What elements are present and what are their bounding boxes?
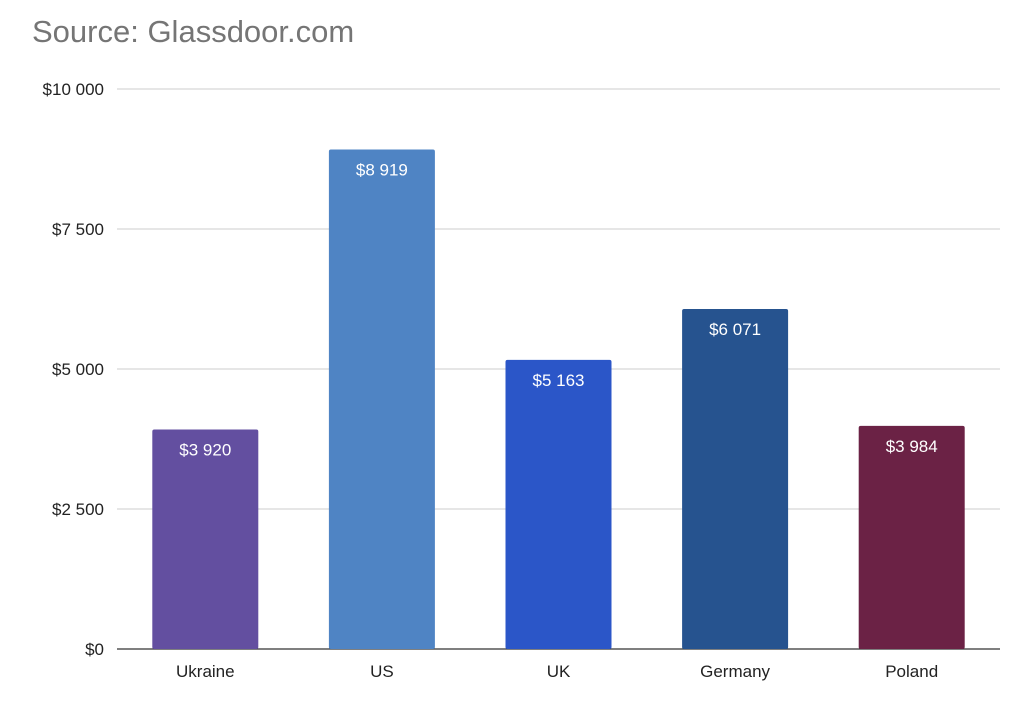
data-label: $8 919 (356, 161, 408, 180)
bar-uk (505, 359, 612, 649)
data-label: $5 163 (533, 371, 585, 390)
x-axis-category-labels: Ukraine US UK Germany Poland (176, 662, 938, 681)
bar-ukraine (152, 429, 259, 649)
x-category-label: US (370, 662, 394, 681)
y-axis-tick-labels: $0 $2 500 $5 000 $7 500 $10 000 (43, 80, 104, 659)
x-category-label: Germany (700, 662, 770, 681)
y-tick-label: $0 (85, 640, 104, 659)
x-category-label: Poland (885, 662, 938, 681)
bar-us (328, 149, 435, 649)
y-tick-label: $7 500 (52, 220, 104, 239)
y-tick-label: $5 000 (52, 360, 104, 379)
x-category-label: Ukraine (176, 662, 235, 681)
y-tick-label: $10 000 (43, 80, 104, 99)
data-label: $3 920 (179, 440, 231, 459)
data-label: $3 984 (886, 437, 938, 456)
bars: $3 920 $8 919 $5 163 $6 071 $3 984 (152, 149, 965, 649)
y-tick-label: $2 500 (52, 500, 104, 519)
bar-poland (858, 425, 965, 649)
chart-source-title: Source: Glassdoor.com (32, 14, 355, 49)
x-category-label: UK (547, 662, 571, 681)
data-label: $6 071 (709, 320, 761, 339)
bar-germany (682, 309, 789, 649)
